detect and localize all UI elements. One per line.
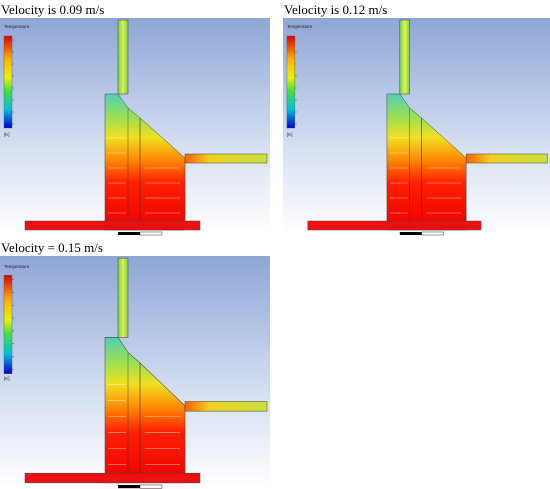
panel: Velocity = 0.15 m/s Temperature [K]	[0, 240, 271, 489]
panel: Velocity is 0.09 m/s Temperature [K]	[0, 2, 271, 236]
panel-title: Velocity is 0.12 m/s	[284, 2, 387, 17]
contour-image	[282, 17, 550, 236]
legend-title: Temperature	[4, 264, 30, 269]
panel: Velocity is 0.12 m/s Temperature [K]	[282, 2, 550, 236]
contour-image	[0, 17, 271, 236]
panel-title: Velocity is 0.09 m/s	[1, 2, 104, 17]
legend-unit: [K]	[4, 376, 10, 381]
legend-title: Temperature	[4, 24, 30, 29]
contour-image	[0, 255, 271, 489]
panel-title: Velocity = 0.15 m/s	[1, 240, 103, 255]
legend-title: Temperature	[287, 24, 313, 29]
legend-unit: [K]	[287, 132, 293, 137]
legend-unit: [K]	[4, 132, 10, 137]
